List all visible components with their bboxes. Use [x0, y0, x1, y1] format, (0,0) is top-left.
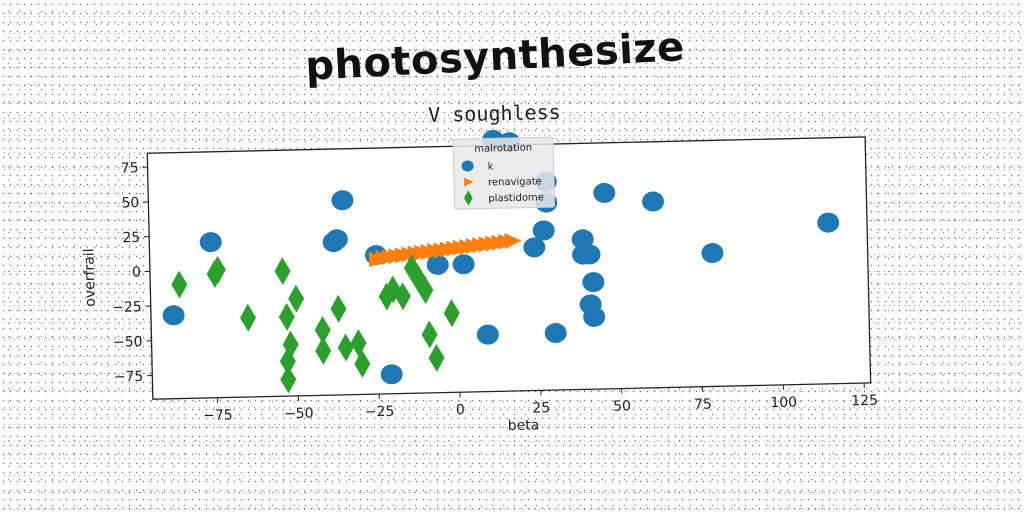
x-tick-label: 75 [694, 397, 712, 413]
legend-label-renavigate: renavigate [488, 176, 542, 188]
y-tick-label: −75 [114, 369, 144, 386]
x-tick-label: 125 [851, 393, 878, 410]
x-tick-label: 50 [613, 398, 631, 414]
y-tick-label: 25 [122, 230, 140, 246]
legend-title: malrotation [474, 143, 532, 155]
y-tick-label: −50 [113, 334, 143, 351]
y-axis-label: overfrail [81, 248, 98, 307]
legend-label-k: k [488, 161, 494, 172]
x-tick-label: −50 [284, 406, 314, 423]
y-tick-label: 50 [121, 195, 139, 211]
y-tick-label: −25 [112, 299, 142, 316]
legend: malrotation k renavigate plastidome [453, 137, 555, 209]
y-axis: −75 −50 −25 0 25 50 75 [109, 160, 153, 385]
x-tick-label: 25 [532, 400, 550, 416]
x-tick-label: 100 [770, 395, 797, 412]
legend-label-plastidome: plastidome [488, 192, 544, 204]
x-tick-label: −75 [203, 407, 233, 424]
y-tick-label: 75 [121, 160, 139, 176]
x-axis-label: beta [508, 417, 540, 434]
chart-subtitle: V soughless [428, 100, 561, 127]
x-tick-label: 0 [456, 402, 465, 418]
y-tick-label: 0 [132, 265, 141, 281]
x-tick-label: −25 [365, 404, 395, 421]
